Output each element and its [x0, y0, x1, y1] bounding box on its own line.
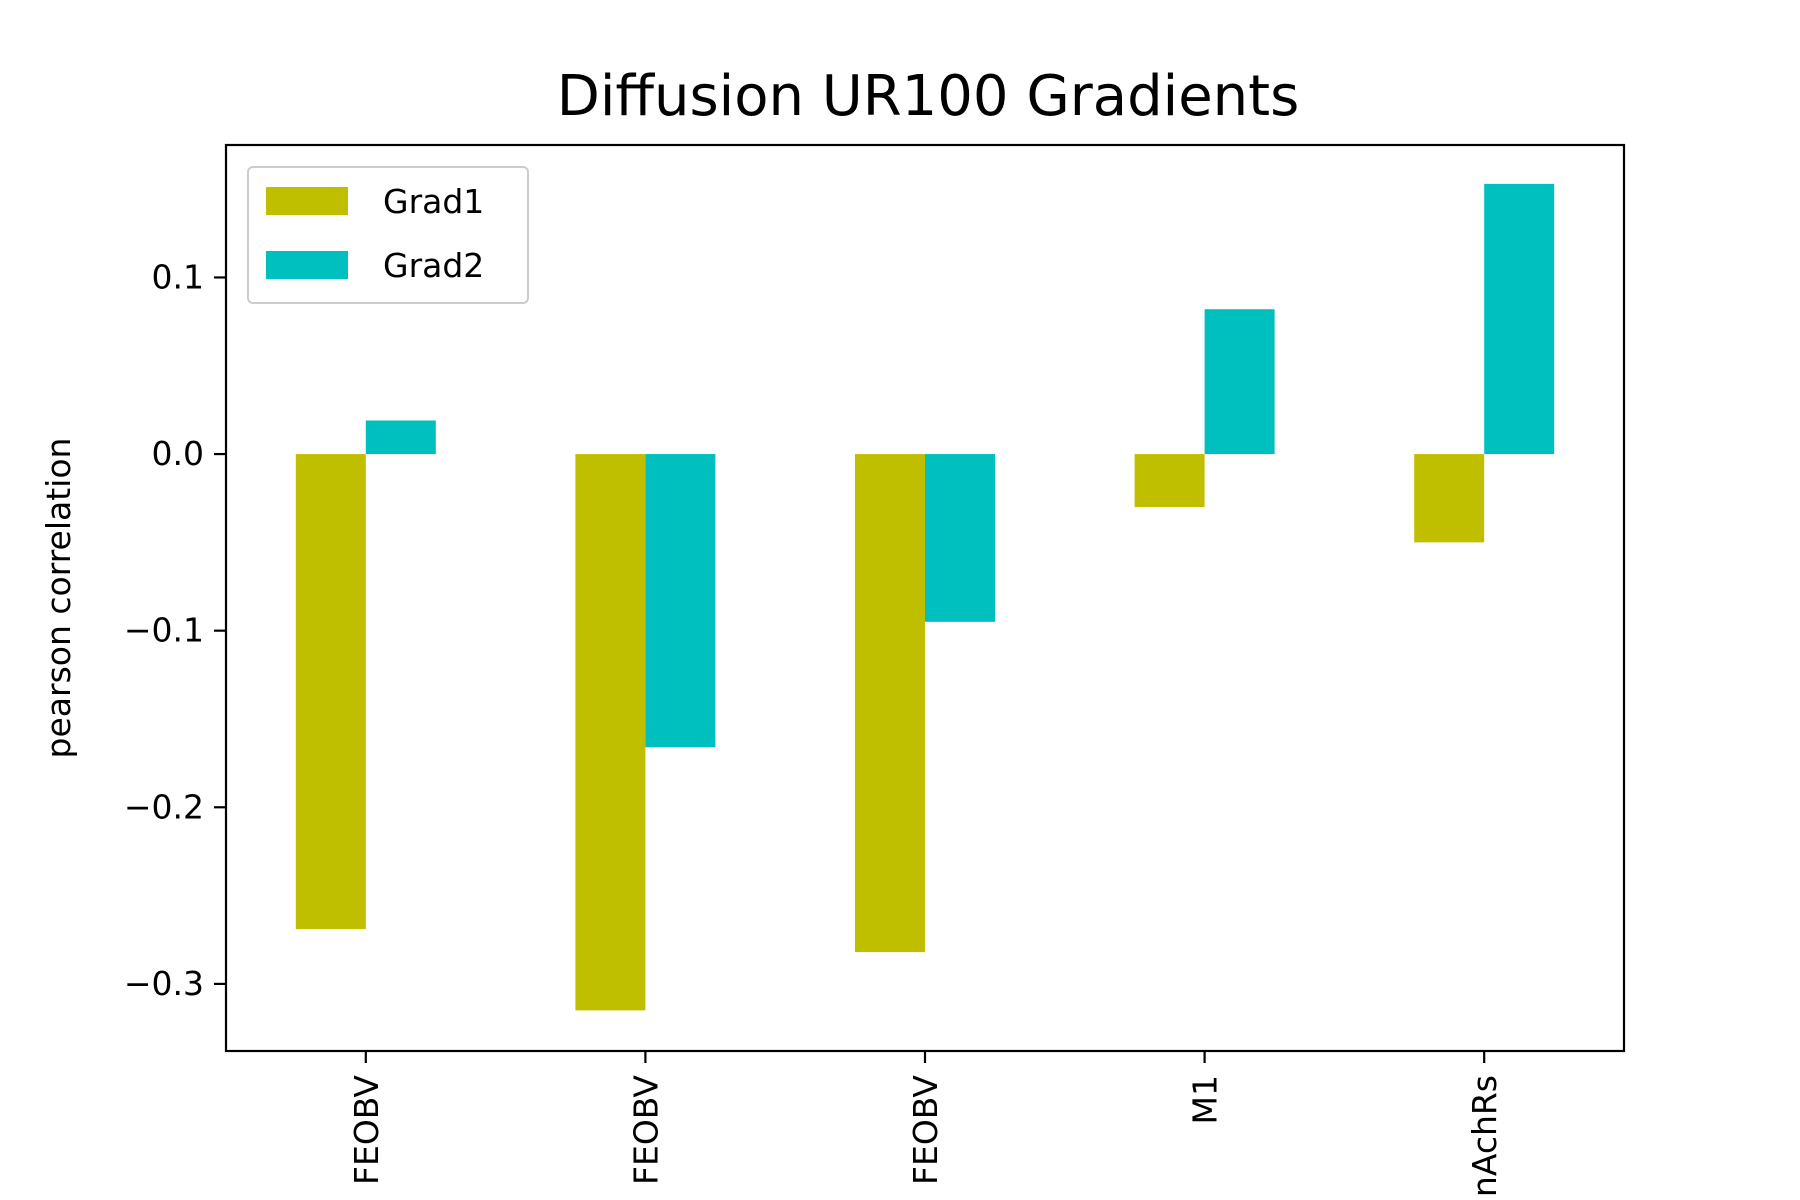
bar-grad1-0 — [295, 454, 366, 930]
y-tick-label: −0.1 — [124, 611, 204, 650]
legend-label: Grad1 — [383, 182, 484, 221]
bar-grad1-1 — [575, 454, 646, 1011]
chart-title: Diffusion UR100 Gradients — [557, 64, 1300, 129]
bars-group — [295, 183, 1555, 1011]
legend-label: Grad2 — [383, 246, 484, 285]
x-tick-label: M1 — [1186, 1075, 1225, 1124]
bar-grad1-4 — [1414, 454, 1485, 543]
x-axis: FEOBV FEOBV FEOBV M1 nAchRs — [347, 1051, 1504, 1197]
x-tick-label: FEOBV — [347, 1075, 386, 1185]
legend: Grad1 Grad2 — [247, 166, 529, 304]
bar-grad1-3 — [1134, 454, 1205, 508]
x-tick-label: FEOBV — [906, 1075, 945, 1185]
y-axis-label: pearson correlation — [39, 438, 78, 759]
bar-grad2-4 — [1484, 183, 1555, 455]
bar-grad2-2 — [925, 454, 995, 622]
bar-grad2-0 — [365, 420, 436, 455]
y-tick-label: 0.1 — [152, 257, 204, 296]
y-tick-label: 0.0 — [152, 434, 204, 473]
bar-grad2-3 — [1204, 309, 1275, 455]
bar-grad2-1 — [645, 454, 716, 748]
y-axis: 0.1 0.0 −0.1 −0.2 −0.3 — [124, 257, 226, 1003]
bar-grad1-2 — [855, 454, 925, 953]
legend-swatch — [266, 251, 348, 279]
x-tick-label: nAchRs — [1465, 1075, 1504, 1197]
x-tick-label: FEOBV — [626, 1075, 665, 1185]
plot-frame — [224, 143, 1626, 1053]
legend-swatch — [266, 187, 348, 215]
y-tick-label: −0.2 — [124, 787, 204, 826]
y-tick-label: −0.3 — [124, 964, 204, 1003]
